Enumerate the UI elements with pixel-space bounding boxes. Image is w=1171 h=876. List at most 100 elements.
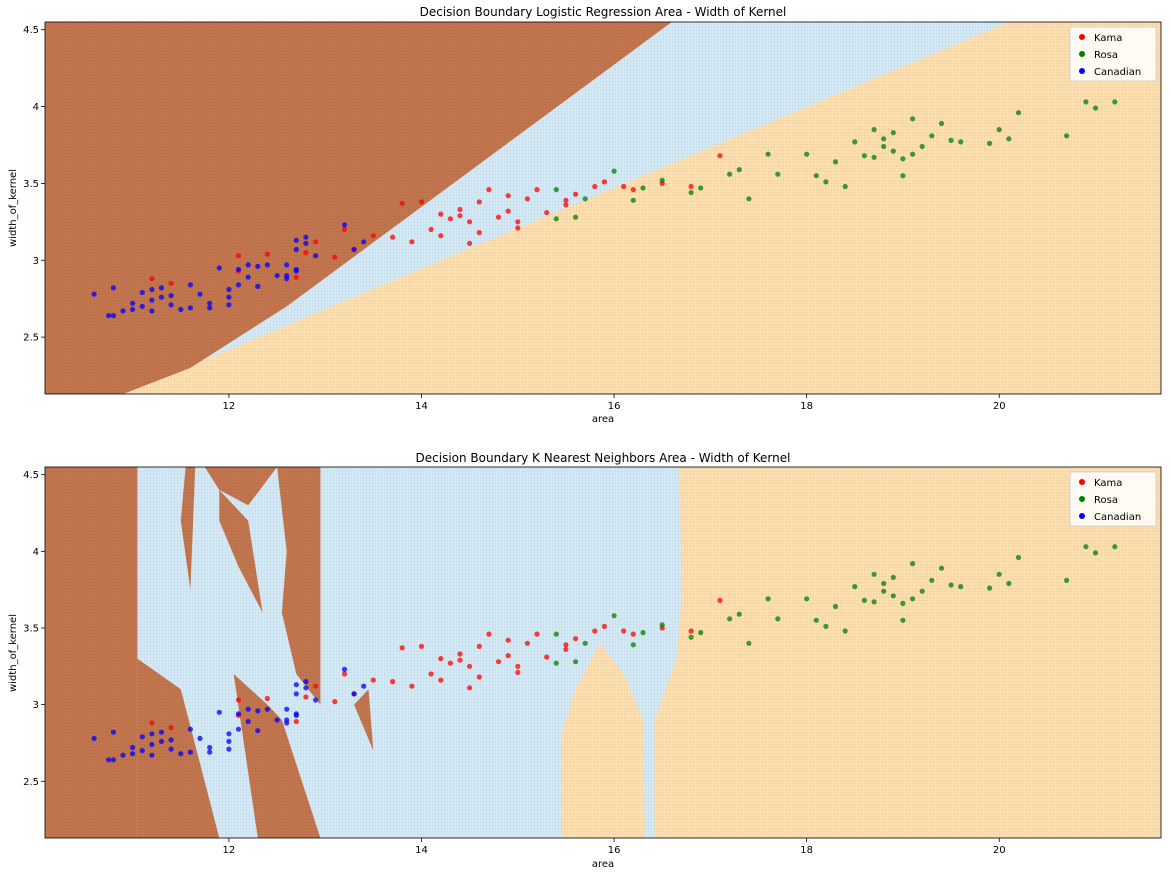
point-rosa [910, 561, 916, 567]
point-rosa [929, 577, 935, 584]
point-rosa [900, 600, 906, 607]
point-kama [573, 191, 579, 197]
point-rosa [688, 190, 694, 196]
point-kama [505, 637, 511, 643]
point-kama [149, 720, 155, 726]
point-rosa [553, 216, 559, 222]
point-canadian [139, 289, 145, 296]
point-kama [293, 718, 299, 725]
point-canadian [120, 308, 126, 314]
hatch-overlay [45, 467, 1161, 838]
point-kama [399, 645, 405, 651]
x-tick-label: 18 [800, 845, 813, 856]
point-kama [573, 636, 579, 642]
point-canadian [187, 726, 193, 732]
point-kama [717, 597, 723, 604]
point-rosa [775, 171, 781, 177]
point-canadian [284, 720, 290, 726]
point-rosa [630, 197, 636, 203]
point-canadian [120, 752, 126, 758]
y-axis-label: width_of_kernel [8, 169, 19, 247]
point-rosa [611, 613, 617, 619]
legend-marker-rosa [1079, 496, 1085, 502]
point-canadian [284, 276, 290, 282]
point-canadian [274, 717, 280, 723]
point-canadian [149, 741, 155, 748]
x-tick-label: 18 [800, 401, 813, 412]
point-canadian [216, 265, 222, 271]
scatter-points [91, 544, 1118, 763]
point-canadian [149, 308, 155, 314]
point-rosa [919, 143, 925, 150]
point-rosa [765, 596, 771, 602]
point-kama [467, 219, 473, 225]
point-canadian [187, 282, 193, 288]
point-canadian [168, 293, 174, 299]
point-kama [524, 640, 531, 646]
point-kama [409, 239, 415, 245]
y-tick-label: 4.5 [23, 470, 39, 481]
point-canadian [303, 679, 309, 685]
point-canadian [313, 253, 319, 259]
point-rosa [987, 140, 993, 146]
x-axis-label: area [592, 414, 614, 425]
point-kama [438, 211, 444, 217]
point-canadian [139, 303, 145, 309]
point-kama [688, 628, 694, 634]
point-rosa [611, 168, 617, 174]
chart-k-nearest-neighbors: 12 14 16 18 20 2.5 3 3.5 4 4.5 Decision Boundary… [8, 451, 1162, 870]
point-canadian [149, 731, 155, 737]
point-canadian [264, 706, 270, 712]
y-tick-label: 2.5 [23, 777, 39, 788]
point-rosa [890, 574, 896, 581]
y-tick-label: 4 [33, 102, 39, 113]
point-canadian [139, 734, 145, 740]
point-kama [293, 274, 299, 280]
y-tick-label: 3.5 [23, 179, 39, 190]
point-kama [313, 683, 319, 689]
point-rosa [852, 139, 858, 145]
point-kama [457, 206, 463, 213]
point-canadian [255, 728, 261, 734]
point-rosa [746, 196, 752, 202]
point-canadian [110, 757, 116, 763]
point-rosa [1092, 550, 1099, 556]
point-rosa [630, 642, 636, 648]
point-kama [438, 677, 444, 683]
x-tick-label: 12 [223, 845, 236, 856]
point-canadian [361, 239, 367, 245]
point-rosa [842, 628, 848, 634]
legend: Kama Rosa Canadian [1069, 26, 1157, 82]
point-canadian [178, 306, 184, 313]
point-rosa [861, 153, 868, 159]
point-kama [341, 671, 348, 677]
legend-marker-rosa [1079, 51, 1085, 57]
point-kama [630, 187, 636, 193]
point-canadian [110, 729, 116, 735]
y-tick-label: 3.5 [23, 623, 39, 634]
point-kama [601, 623, 608, 630]
point-canadian [245, 718, 251, 725]
point-canadian [264, 262, 270, 268]
point-rosa [698, 630, 704, 636]
point-rosa [1015, 110, 1022, 116]
decision-regions [45, 22, 1161, 394]
legend-label-canadian: Canadian [1094, 512, 1141, 523]
point-rosa [938, 565, 945, 571]
point-canadian [207, 300, 213, 306]
point-rosa [842, 183, 848, 190]
point-kama [467, 685, 473, 691]
point-canadian [313, 697, 319, 703]
point-canadian [130, 751, 136, 757]
point-canadian [168, 302, 174, 308]
point-canadian [106, 313, 112, 319]
point-rosa [553, 660, 559, 666]
y-tick-label: 3 [33, 256, 39, 267]
point-kama [515, 669, 521, 676]
point-canadian [293, 237, 299, 243]
point-kama [409, 683, 415, 689]
point-canadian [303, 685, 309, 691]
point-rosa [553, 187, 559, 193]
point-rosa [736, 167, 742, 173]
